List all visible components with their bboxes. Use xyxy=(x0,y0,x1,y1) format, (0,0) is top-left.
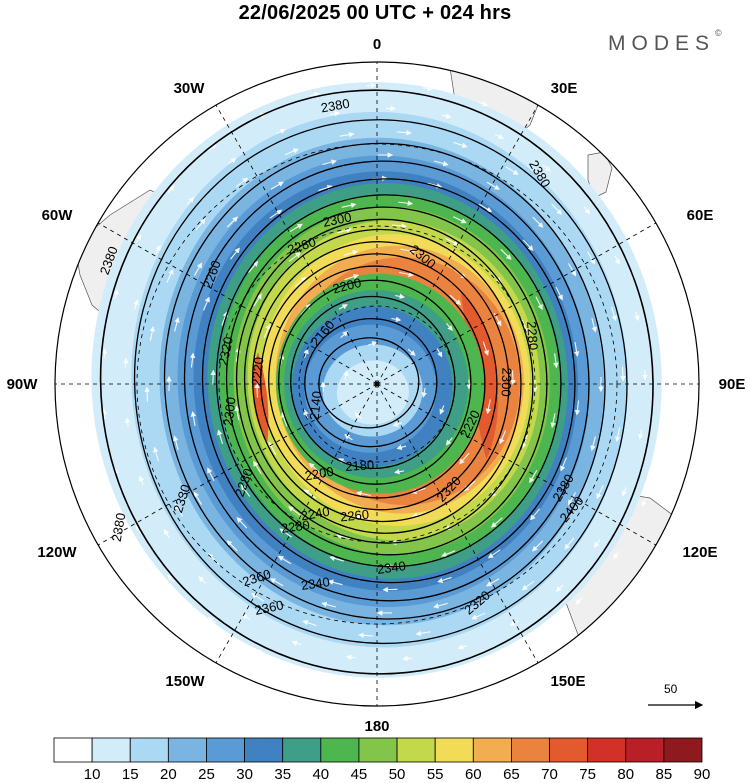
colorbar-swatch xyxy=(54,738,92,762)
colorbar-tick-label: 15 xyxy=(110,766,150,783)
colorbar-tick-label: 10 xyxy=(72,766,112,783)
colorbar-swatch xyxy=(321,738,359,762)
contour-label-text: 2220 xyxy=(249,356,267,386)
lon-label-0: 0 xyxy=(373,36,381,53)
colorbar-swatch xyxy=(283,738,321,762)
colorbar-swatch xyxy=(435,738,473,762)
colorbar-tick-label: 20 xyxy=(148,766,188,783)
colorbar-swatch xyxy=(664,738,702,762)
lon-label-90e: 90E xyxy=(719,376,746,393)
contour-label: 2220 xyxy=(248,355,267,388)
contour-label: 2300 xyxy=(497,366,514,399)
lon-label-120e: 120E xyxy=(682,544,717,561)
colorbar-tick-label: 50 xyxy=(377,766,417,783)
contour-label-text: 2280 xyxy=(524,321,541,351)
colorbar-tick-label: 65 xyxy=(491,766,531,783)
contour-label-text: 2180 xyxy=(345,457,375,474)
colorbar-tick-label: 70 xyxy=(530,766,570,783)
contour-label: 2300 xyxy=(220,395,239,428)
contour-label-text: 2140 xyxy=(307,390,325,420)
colorbar-swatch xyxy=(473,738,511,762)
south-pole-marker xyxy=(375,382,380,387)
lon-label-30e: 30E xyxy=(551,80,578,97)
lon-label-150e: 150E xyxy=(550,673,585,690)
wind-vector-arrow xyxy=(623,366,624,380)
contour-label-text: 2300 xyxy=(221,396,239,426)
lon-label-30w: 30W xyxy=(174,80,206,97)
colorbar-tick-label: 40 xyxy=(301,766,341,783)
lon-label-60e: 60E xyxy=(687,207,714,224)
colorbar-swatch xyxy=(206,738,244,762)
contour-label: 2260 xyxy=(338,506,371,525)
contour-label: 2180 xyxy=(343,457,376,475)
contour-label-text: 2260 xyxy=(339,507,369,525)
vector-reference-label: 50 xyxy=(664,682,677,696)
wind-vector-arrow xyxy=(403,658,412,659)
colorbar-tick-label: 80 xyxy=(606,766,646,783)
colorbar-swatch xyxy=(511,738,549,762)
wind-vector-arrow xyxy=(147,388,148,402)
wind-vector-arrow xyxy=(125,359,126,368)
colorbar-tick-label: 35 xyxy=(263,766,303,783)
colorbar-tick-label: 60 xyxy=(453,766,493,783)
colorbar-tick-label: 90 xyxy=(682,766,722,783)
contour-label: 2140 xyxy=(306,389,325,422)
colorbar-tick-label: 25 xyxy=(186,766,226,783)
contour-label: 2280 xyxy=(523,319,541,352)
colorbar-tick-label: 55 xyxy=(415,766,455,783)
colorbar-tick-label: 85 xyxy=(644,766,684,783)
contour-label-text: 2300 xyxy=(498,367,514,396)
colorbar xyxy=(54,738,702,762)
map-disc xyxy=(40,50,720,730)
colorbar-swatch xyxy=(130,738,168,762)
lon-label-60w: 60W xyxy=(42,207,74,224)
lon-label-150w: 150W xyxy=(165,673,205,690)
colorbar-tick-label: 30 xyxy=(225,766,265,783)
lon-label-120w: 120W xyxy=(37,544,77,561)
colorbar-swatch xyxy=(588,738,626,762)
lon-label-180: 180 xyxy=(364,718,389,735)
colorbar-swatch xyxy=(245,738,283,762)
colorbar-swatch xyxy=(92,738,130,762)
lon-label-90w: 90W xyxy=(7,376,39,393)
colorbar-swatch xyxy=(168,738,206,762)
colorbar-tick-label: 75 xyxy=(568,766,608,783)
colorbar-swatch xyxy=(626,738,664,762)
colorbar-swatch xyxy=(550,738,588,762)
colorbar-swatch xyxy=(359,738,397,762)
colorbar-tick-label: 45 xyxy=(339,766,379,783)
colorbar-swatch xyxy=(397,738,435,762)
